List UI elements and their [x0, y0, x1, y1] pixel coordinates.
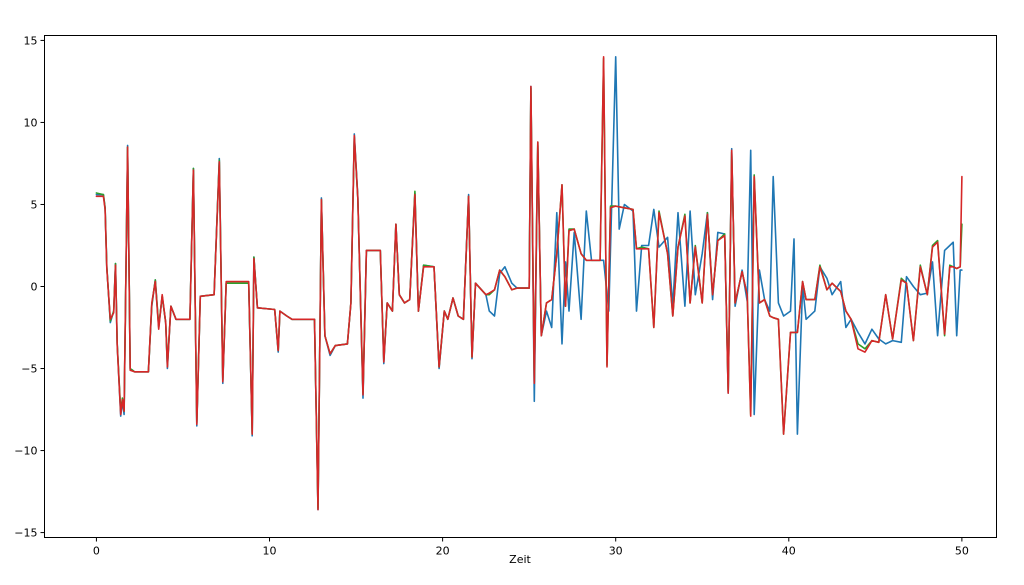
y-tick-label: −15	[14, 527, 37, 540]
x-tick-label: 20	[436, 545, 450, 558]
x-axis: 0 10 20 30 40 50	[93, 537, 969, 558]
y-tick-label: 5	[31, 198, 38, 211]
x-tick-label: 30	[609, 545, 623, 558]
y-tick-label: −5	[21, 363, 37, 376]
y-tick-label: 15	[24, 34, 38, 47]
x-tick-label: 40	[782, 545, 796, 558]
x-tick-label: 10	[263, 545, 277, 558]
plot-frame	[44, 35, 997, 538]
y-tick-label: 0	[31, 281, 38, 294]
y-axis: −15 −10 −5 0 5 10 15	[14, 34, 45, 540]
series-layer	[95, 55, 963, 511]
y-tick-label: 10	[24, 116, 38, 129]
x-tick-label: 50	[955, 545, 969, 558]
series-line-3	[95, 55, 963, 511]
y-tick-label: −10	[14, 445, 37, 458]
x-axis-label: Zeit	[509, 553, 531, 566]
x-tick-label: 0	[93, 545, 100, 558]
